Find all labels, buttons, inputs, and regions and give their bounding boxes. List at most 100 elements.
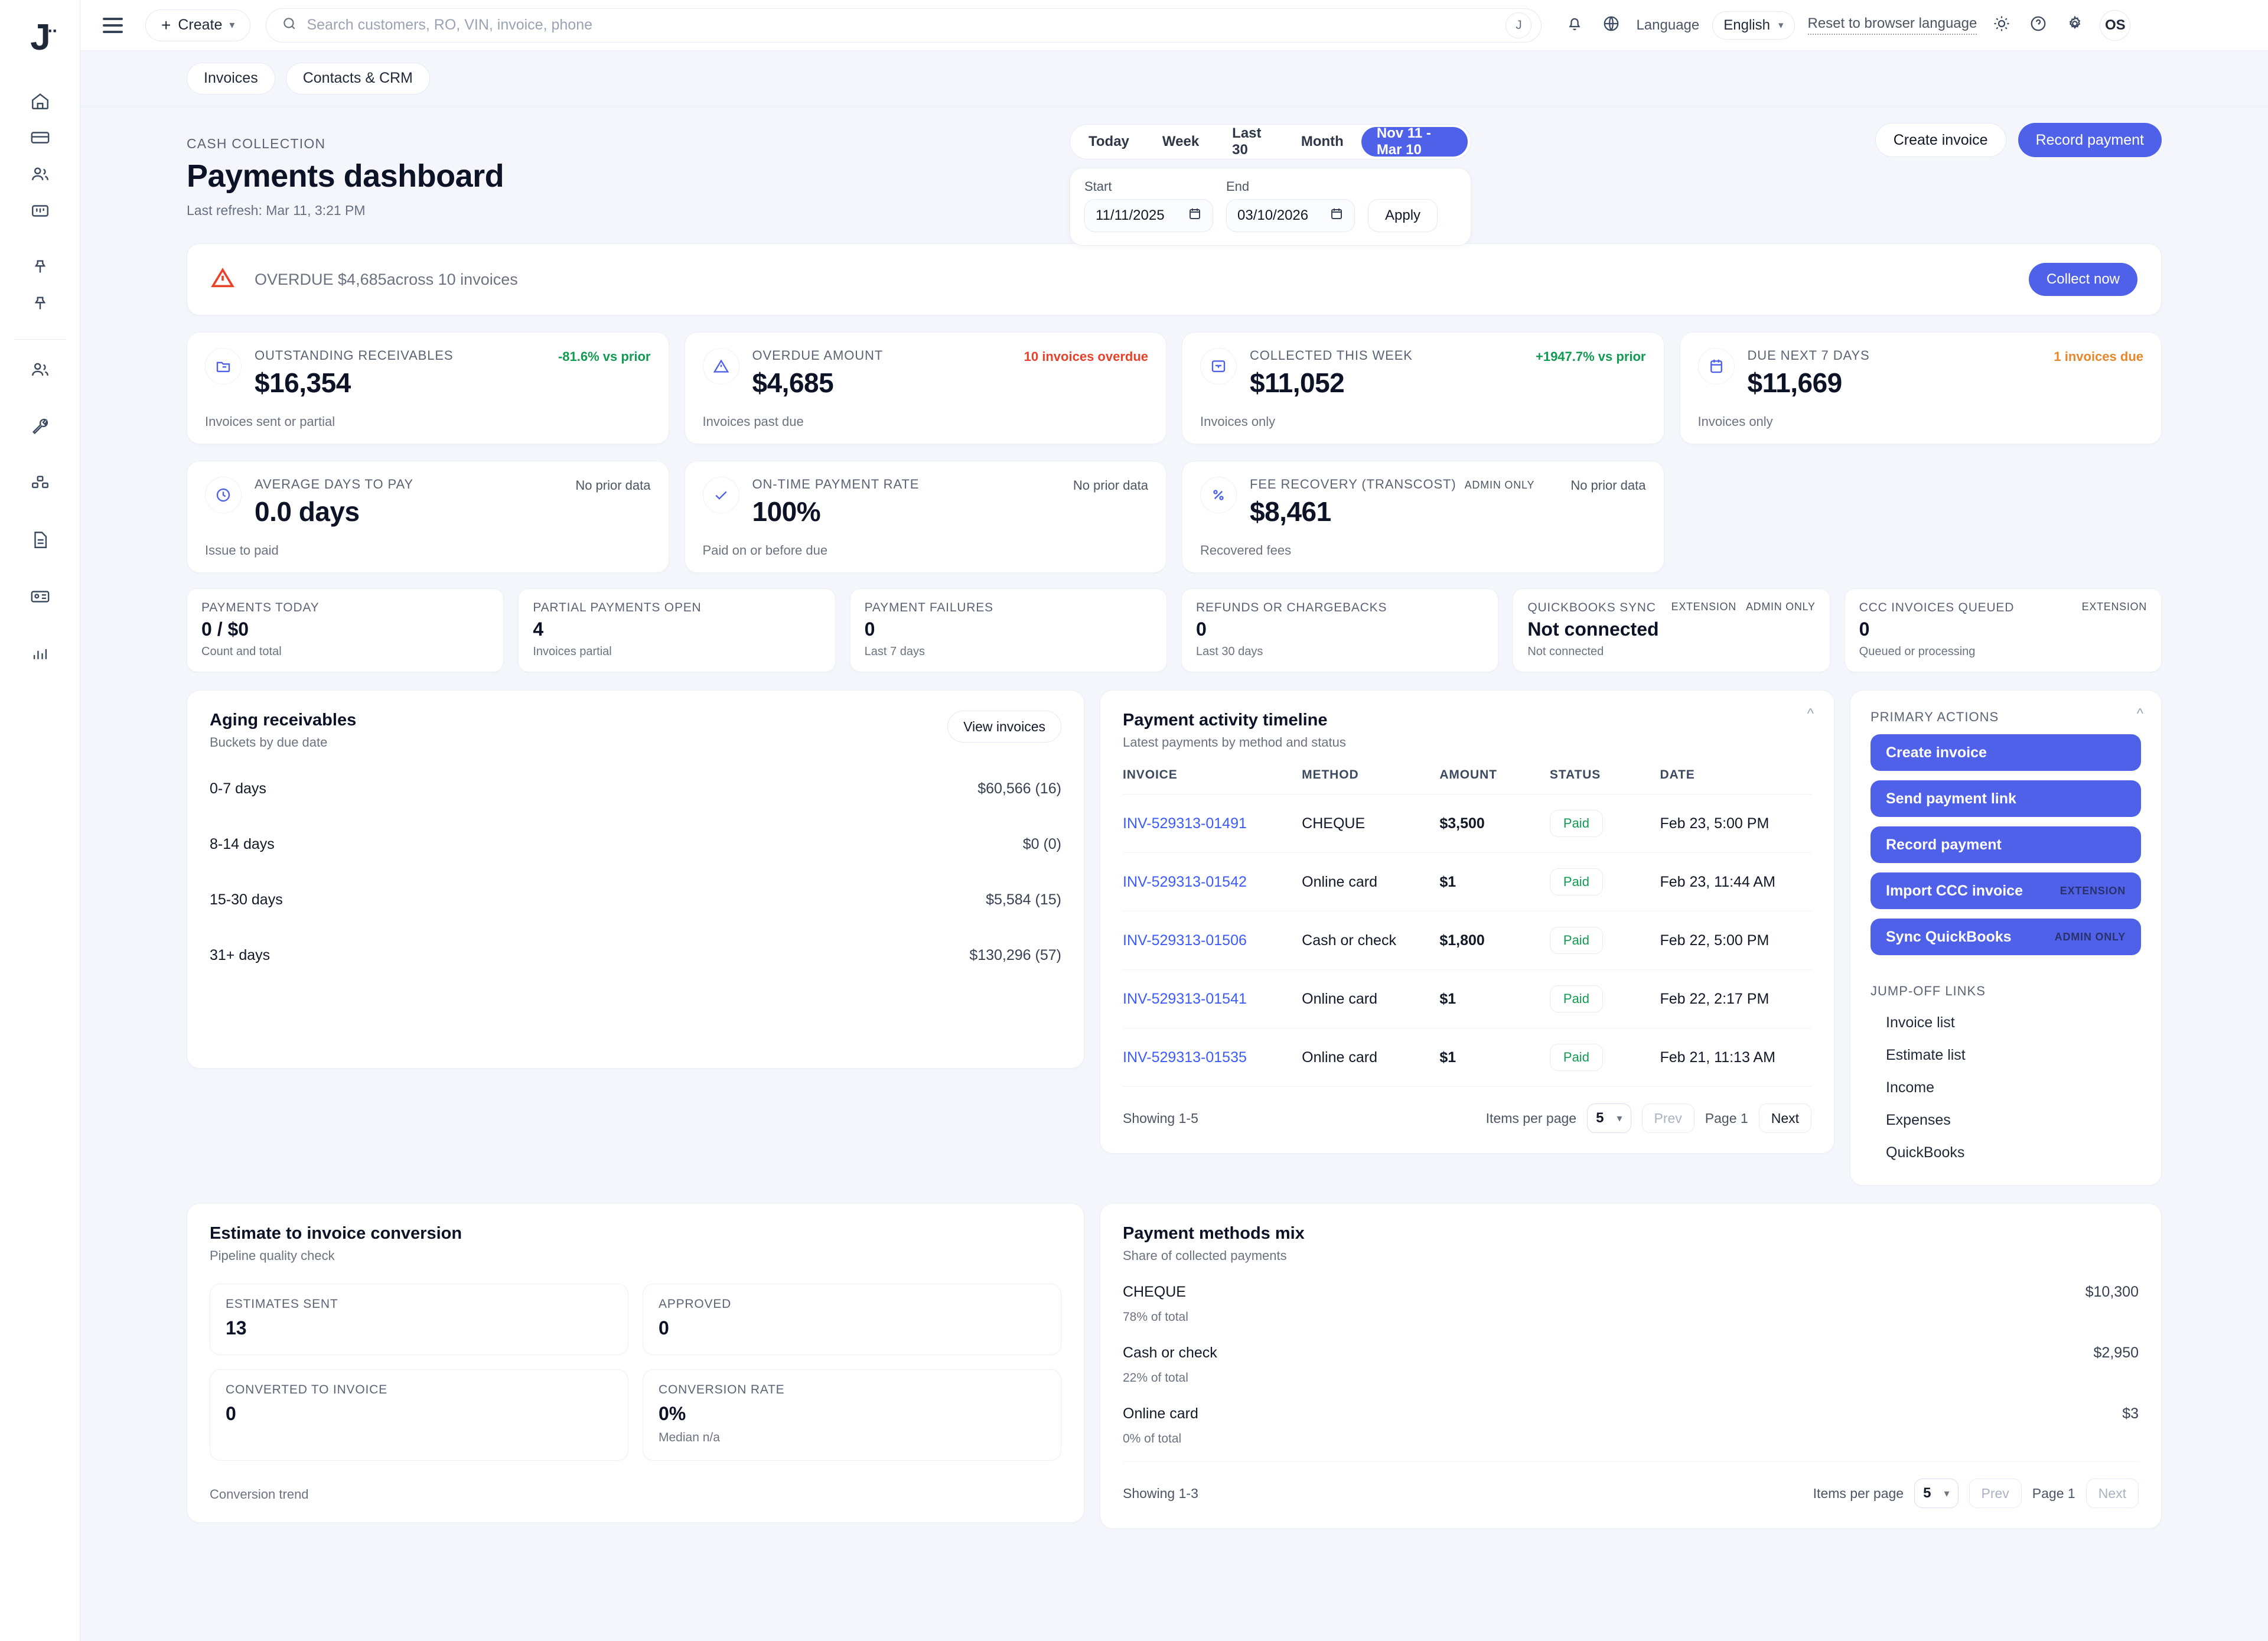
range-preset-month[interactable]: Month xyxy=(1301,134,1344,149)
kpi-foot: Issue to paid xyxy=(205,543,279,558)
cell-date: Feb 22, 5:00 PM xyxy=(1660,911,1811,970)
rail-item-parts[interactable] xyxy=(15,466,66,503)
pin-icon xyxy=(30,258,50,281)
aging-bucket-label: 15-30 days xyxy=(210,891,283,908)
action-send-payment-link[interactable]: Send payment link xyxy=(1871,780,2141,817)
invoice-link[interactable]: INV-529313-01535 xyxy=(1123,1049,1247,1066)
avatar[interactable]: OS xyxy=(2100,9,2131,41)
apply-date-range-button[interactable]: Apply xyxy=(1368,199,1438,232)
mini-stat-label: REFUNDS OR CHARGEBACKS xyxy=(1195,601,1387,614)
tab-invoices[interactable]: Invoices xyxy=(187,62,275,95)
rail-item-contacts[interactable] xyxy=(15,353,66,389)
menu-toggle-button[interactable] xyxy=(103,12,130,39)
check-icon xyxy=(702,477,739,513)
kpi-label: ON-TIME PAYMENT RATE xyxy=(752,477,920,491)
prev-page-button[interactable]: Prev xyxy=(1641,1103,1695,1133)
theme-toggle-button[interactable] xyxy=(1990,14,2013,37)
help-button[interactable] xyxy=(2026,14,2050,37)
settings-button[interactable] xyxy=(2063,14,2087,37)
kpi-value: $8,461 xyxy=(1250,496,1331,527)
prev-page-button[interactable]: Prev xyxy=(1969,1479,2022,1508)
jump-link-expenses[interactable]: Expenses xyxy=(1886,1112,1951,1128)
rail-item-service[interactable] xyxy=(15,409,66,446)
mini-stat-foot: Last 30 days xyxy=(1195,645,1263,658)
action-label: Send payment link xyxy=(1886,790,2016,807)
create-button[interactable]: + Create ▾ xyxy=(145,9,251,41)
aging-bucket-amount: $0 (0) xyxy=(1022,835,1061,852)
rail-item-pinned-1[interactable] xyxy=(15,250,66,287)
mini-stat-refunds-or-chargebacks: REFUNDS OR CHARGEBACKS 0 Last 30 days xyxy=(1181,588,1499,672)
cell-method: Online card xyxy=(1302,852,1440,911)
rail-item-pinned-2[interactable] xyxy=(15,287,66,324)
jump-link-quickbooks[interactable]: QuickBooks xyxy=(1886,1144,1965,1161)
method-row: CHEQUE $10,300 xyxy=(1123,1284,2139,1301)
plus-icon: + xyxy=(161,15,171,34)
mini-stat-ccc-invoices-queued: CCC INVOICES QUEUED 0 Queued or processi… xyxy=(1844,588,2162,672)
kpi-foot: Paid on or before due xyxy=(702,543,828,558)
kpi-foot: Invoices only xyxy=(1697,414,1773,429)
next-page-button[interactable]: Next xyxy=(1758,1103,1811,1133)
search-box[interactable]: J xyxy=(266,8,1542,43)
rail-item-board[interactable] xyxy=(15,194,66,230)
mini-stat-label: CCC INVOICES QUEUED xyxy=(1859,601,2015,614)
language-select[interactable]: English ▾ xyxy=(1712,11,1795,40)
rail-item-payments[interactable] xyxy=(15,121,66,157)
jump-link-invoice-list[interactable]: Invoice list xyxy=(1886,1014,1955,1031)
search-input[interactable] xyxy=(307,17,1497,34)
app-logo[interactable]: J ·· xyxy=(14,11,67,64)
range-preset-week[interactable]: Week xyxy=(1162,134,1200,149)
panel-subtitle: Latest payments by method and status xyxy=(1123,735,1346,750)
invoice-link[interactable]: INV-529313-01506 xyxy=(1123,932,1247,949)
jump-link-income[interactable]: Income xyxy=(1886,1079,1934,1096)
bell-icon xyxy=(1566,15,1583,35)
rail-item-customers[interactable] xyxy=(15,157,66,194)
page-indicator: Page 1 xyxy=(2032,1485,2075,1501)
action-create-invoice[interactable]: Create invoice xyxy=(1871,734,2141,771)
range-preset-today[interactable]: Today xyxy=(1089,134,1129,149)
end-date-input[interactable]: 03/10/2026 xyxy=(1226,199,1355,232)
start-date-input[interactable]: 11/11/2025 xyxy=(1084,199,1213,232)
rail-item-documents[interactable] xyxy=(15,523,66,559)
kpi-label: OUTSTANDING RECEIVABLES xyxy=(255,348,454,363)
collapse-caret-icon[interactable]: ^ xyxy=(1807,706,1814,722)
quick-actions-panel: ^ PRIMARY ACTIONS Create invoice Send pa… xyxy=(1850,690,2162,1186)
folder-icon xyxy=(205,348,242,385)
mini-stat-value: 0 xyxy=(1195,618,1207,640)
items-per-page-select[interactable]: 5 ▾ xyxy=(1914,1479,1959,1508)
language-globe-button[interactable] xyxy=(1599,14,1623,37)
range-preset-last30[interactable]: Last 30 xyxy=(1232,125,1262,158)
overdue-banner-text: OVERDUE $4,685across 10 invoices xyxy=(255,271,518,289)
items-per-page-select[interactable]: 5 ▾ xyxy=(1587,1103,1631,1133)
panels-row-2: Estimate to invoice conversion Pipeline … xyxy=(187,1203,2162,1529)
action-record-payment[interactable]: Record payment xyxy=(1871,826,2141,863)
invoice-link[interactable]: INV-529313-01491 xyxy=(1123,815,1247,832)
next-page-button[interactable]: Next xyxy=(2085,1479,2139,1508)
rail-item-home[interactable] xyxy=(15,84,66,121)
notifications-button[interactable] xyxy=(1563,14,1586,37)
kpi-value: $16,354 xyxy=(255,367,351,398)
collect-now-button[interactable]: Collect now xyxy=(2028,263,2137,296)
jump-link-estimate-list[interactable]: Estimate list xyxy=(1886,1047,1966,1063)
users-icon xyxy=(30,360,50,383)
mini-stat-payments-today: PAYMENTS TODAY 0 / $0 Count and total xyxy=(187,588,504,672)
create-invoice-button[interactable]: Create invoice xyxy=(1875,123,2006,157)
cell-date: Feb 22, 2:17 PM xyxy=(1660,969,1811,1028)
collapse-caret-icon[interactable]: ^ xyxy=(2136,706,2143,722)
action-sync-quickbooks[interactable]: Sync QuickBooks ADMIN ONLY xyxy=(1871,919,2141,955)
reset-browser-language-link[interactable]: Reset to browser language xyxy=(1807,15,1977,35)
cell-method: Online card xyxy=(1302,1028,1440,1087)
view-invoices-button[interactable]: View invoices xyxy=(947,711,1061,743)
record-payment-button[interactable]: Record payment xyxy=(2018,123,2162,157)
rail-item-id-card[interactable] xyxy=(15,579,66,616)
conversion-label: ESTIMATES SENT xyxy=(226,1297,338,1311)
panel-subtitle: Buckets by due date xyxy=(210,735,328,750)
invoice-link[interactable]: INV-529313-01542 xyxy=(1123,873,1247,890)
range-preset-custom[interactable]: Nov 11 - Mar 10 xyxy=(1361,125,1468,158)
rail-item-reports[interactable] xyxy=(15,636,66,673)
action-import-ccc-invoice[interactable]: Import CCC invoice EXTENSION xyxy=(1871,872,2141,909)
extension-badge: EXTENSION xyxy=(1671,601,1736,613)
invoice-link[interactable]: INV-529313-01541 xyxy=(1123,990,1247,1007)
tab-contacts-crm[interactable]: Contacts & CRM xyxy=(285,62,430,95)
aging-receivables-panel: Aging receivables Buckets by due date Vi… xyxy=(187,690,1084,1069)
search-shortcut-badge: J xyxy=(1506,12,1532,38)
